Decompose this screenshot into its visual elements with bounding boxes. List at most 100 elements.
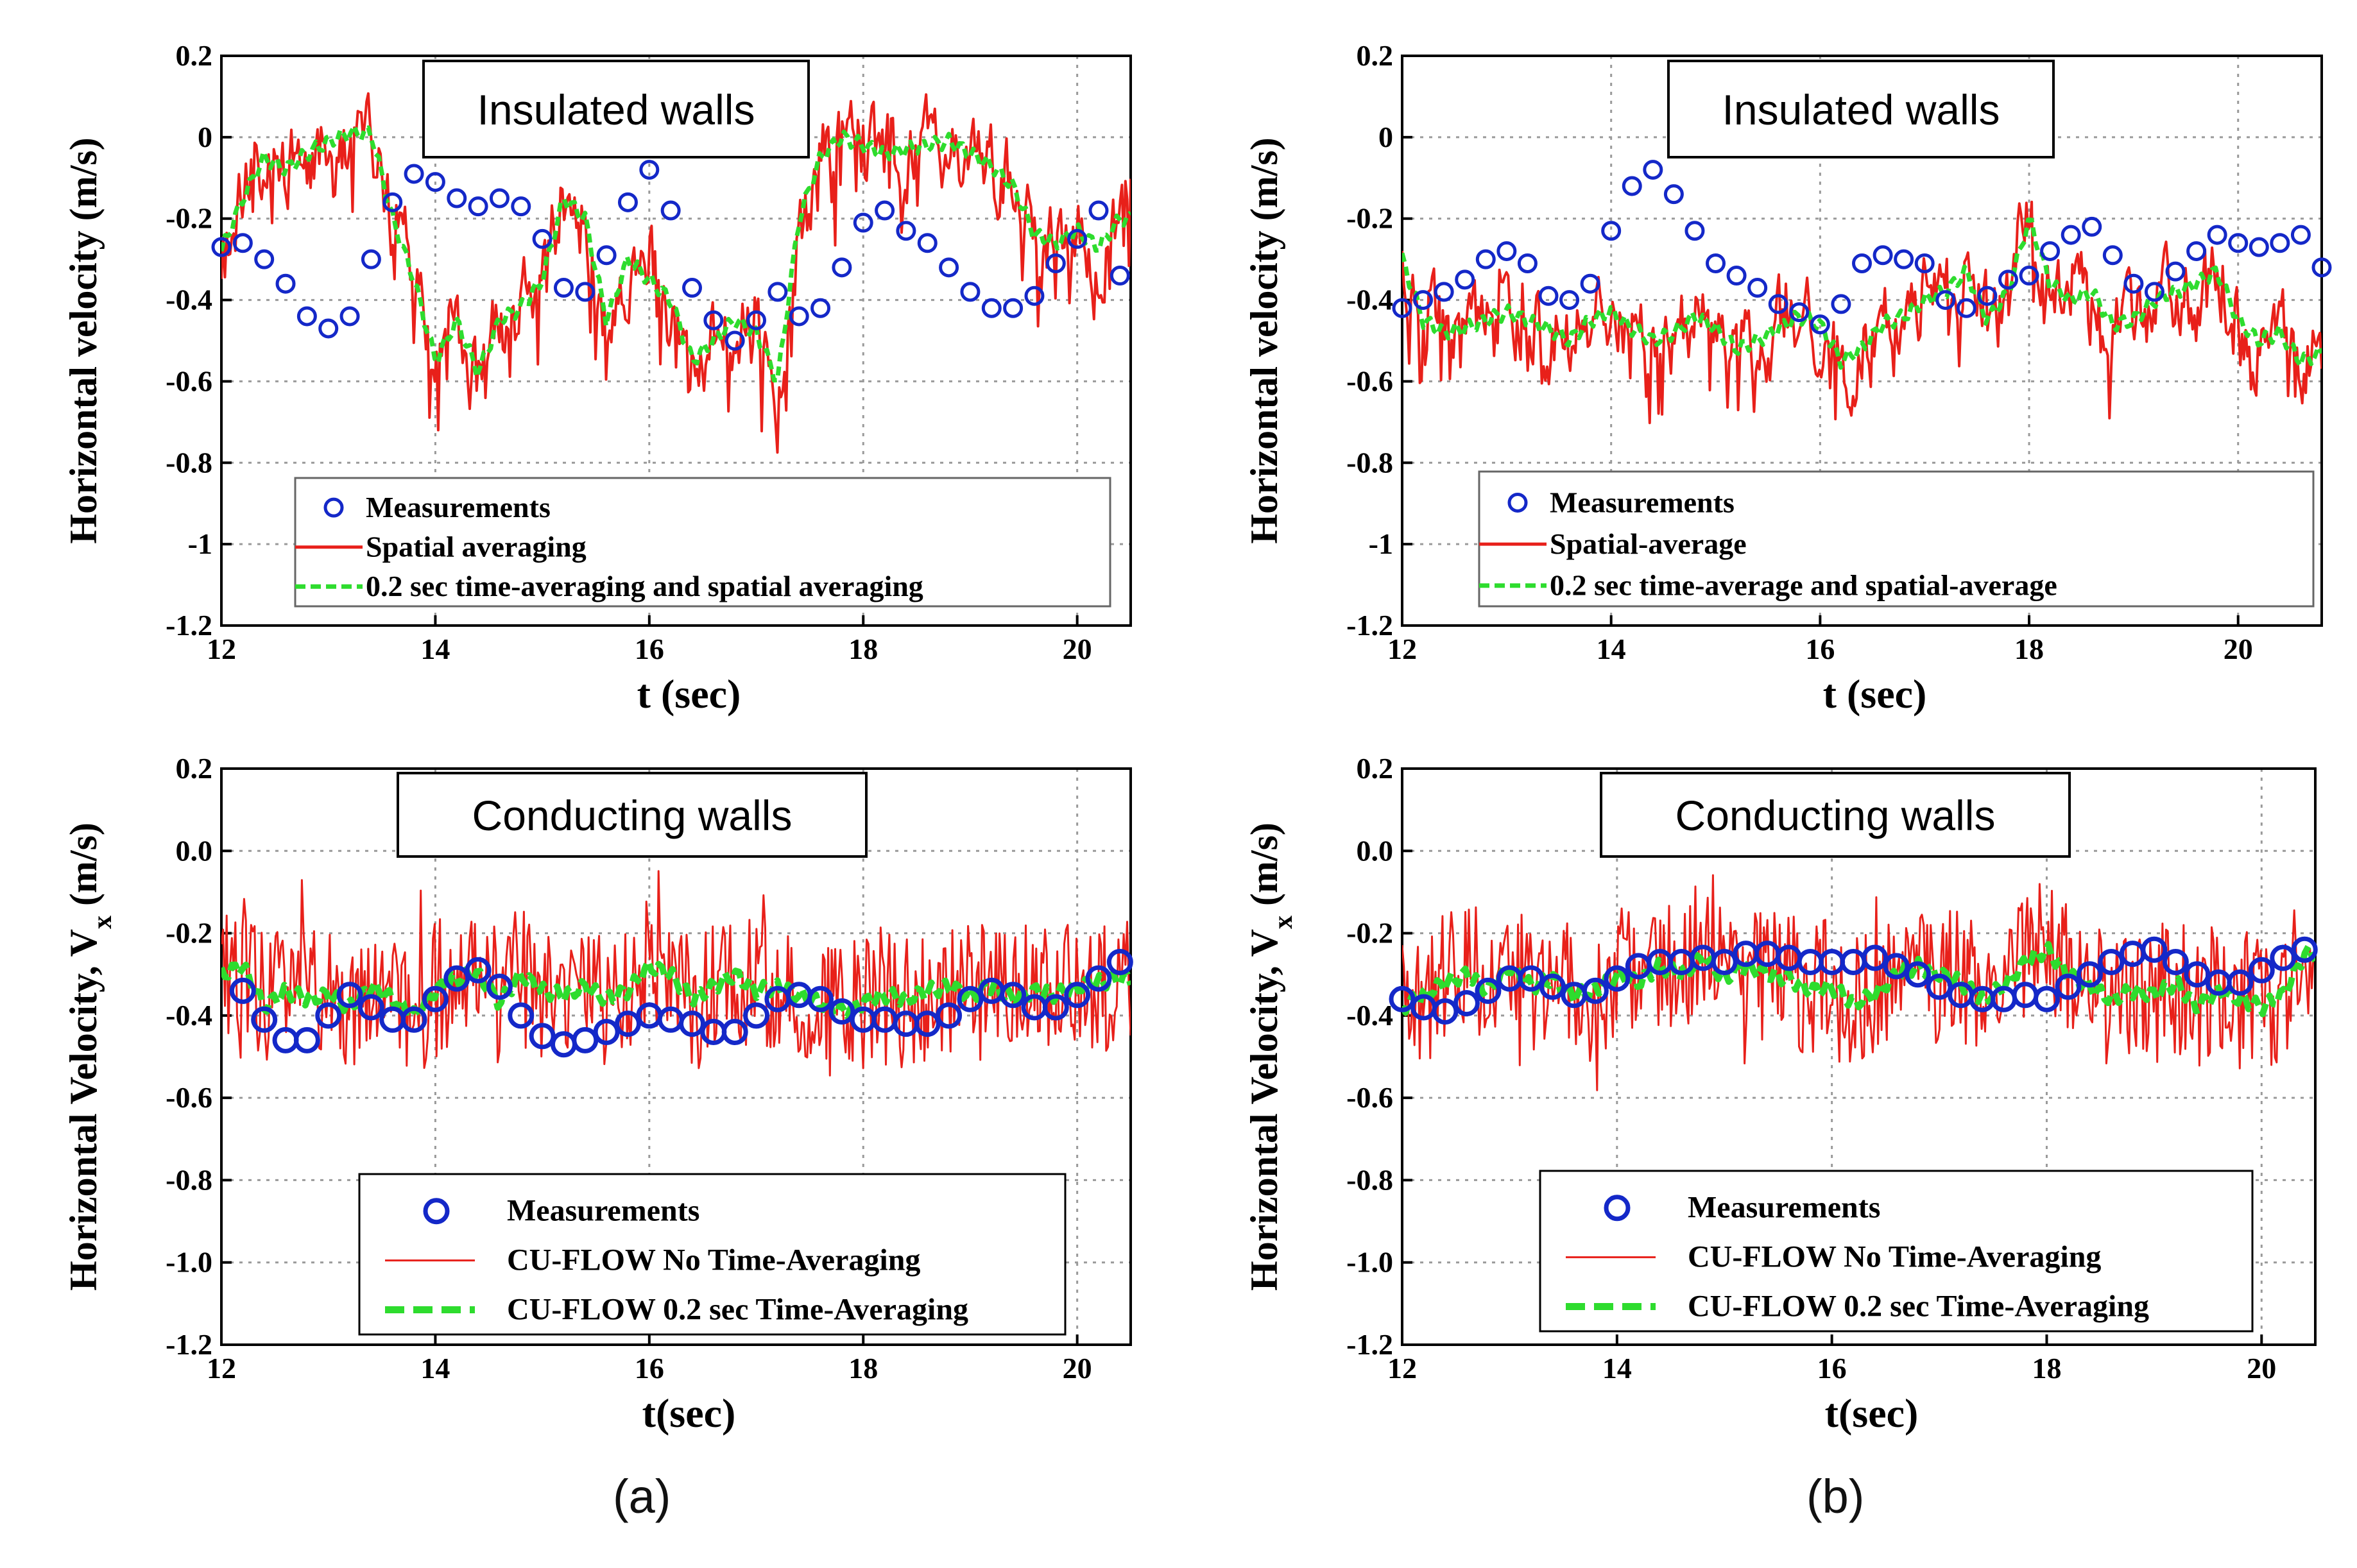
caption-b: (b) [1806,1470,1865,1523]
measurement-point [2055,973,2082,1000]
x-tick-label: 14 [1602,1352,1632,1385]
measurement-point [229,977,256,1004]
measurement-point [1711,948,1738,975]
y-tick-label: -1.2 [1346,609,1393,642]
measurement-point [1977,285,1998,306]
measurement-point [660,200,681,221]
measurement-point [1517,253,1538,273]
measurement-point [1024,285,1045,306]
y-tick-label: -0.8 [166,446,212,479]
measurement-point [810,298,831,318]
measurement-point [296,306,317,327]
measurement-point [2228,233,2249,253]
x-tick-label: 12 [1387,1352,1417,1385]
measurement-point [1622,176,1642,196]
measurement-point [1496,241,1517,261]
legend-label: CU-FLOW No Time-Averaging [1688,1240,2101,1274]
measurement-point [1747,278,1768,298]
measurement-point [1840,948,1867,975]
legend-label: Measurements [1550,486,1735,518]
x-tick-label: 18 [2014,633,2044,665]
legend-label: Measurements [366,491,551,524]
measurement-point [1862,944,1889,971]
y-tick-label: 0 [198,121,212,153]
measurement-point [875,200,895,221]
measurement-point [532,228,553,249]
measurement-point [724,330,745,351]
legend-label: Measurements [507,1194,699,1228]
measurement-point [1045,253,1066,273]
legend-label: 0.2 sec time-averaging and spatial avera… [366,570,923,602]
measurement-point [1604,965,1631,992]
y-axis-label: Horizontal velocity (m/s) [1243,137,1285,543]
measurement-point [468,196,488,217]
measurement-point [425,172,445,192]
measurement-point [2249,237,2269,257]
y-tick-label: -0.8 [1346,446,1393,479]
legend-label: Measurements [1688,1191,1880,1225]
measurement-point [639,160,660,180]
measurement-point [936,1002,963,1029]
measurement-point [1475,977,1502,1004]
measurement-point [617,192,638,212]
x-axis-label: t(sec) [642,1390,736,1436]
legend-box [294,477,1111,608]
y-tick-label: -1.2 [166,1328,212,1361]
measurement-point [1819,948,1846,975]
legend-label: CU-FLOW 0.2 sec Time-Averaging [507,1293,968,1327]
measurement-point [2248,957,2275,984]
x-tick-label: 20 [2247,1352,2276,1385]
measurement-point [1852,253,1872,273]
x-axis-label: t(sec) [1825,1390,1919,1436]
measurement-point [1106,948,1133,975]
legend-symbol-measurements [1507,492,1528,513]
measurement-point [251,1006,278,1033]
measurement-point [1894,249,1914,269]
measurement-point [1000,982,1027,1009]
plot-frame [220,55,1132,627]
measurement-point [1539,973,1566,1000]
measurement-point [1831,294,1851,314]
measurement-point [1475,249,1496,269]
measurement-point [2162,948,2189,975]
measurement-point [789,306,809,327]
measurement-point [1413,290,1434,311]
measurement-point [614,1010,641,1037]
measurement-point [2082,216,2102,237]
x-axis-label: t (sec) [637,671,741,717]
y-tick-label: -1 [188,527,212,560]
x-tick-label: 16 [1805,633,1835,665]
y-tick-label: -0.4 [166,284,212,316]
measurement-point [1455,269,1475,290]
x-tick-label: 16 [1817,1352,1847,1385]
chart-a_bottom: 12 14 16 18 20 0.2 0.0 -0.2 -0.4 -0.6 -0.8 -1.0 -1.2… [62,752,1133,1436]
measurement-point [1873,245,1893,266]
measurement-point [1580,273,1600,294]
measurement-point [2144,282,2164,302]
measurement-point [679,1010,706,1037]
y-tick-label: -0.2 [166,917,212,950]
legend-label: Spatial averaging [366,531,587,563]
measurement-point [2207,225,2227,245]
chart-title: Conducting walls [472,792,793,839]
y-tick-label: -0.6 [166,364,212,397]
y-tick-label: 0.0 [1357,834,1394,867]
measurement-point [447,188,467,209]
measurement-point [767,282,788,302]
measurement-point [1726,266,1747,286]
measurement-point [465,957,492,984]
measurement-point [2076,961,2103,988]
measurement-point [1663,184,1684,205]
y-tick-label: -0.6 [1346,364,1393,397]
y-tick-label: 0 [1378,121,1393,153]
x-tick-label: 12 [207,633,236,665]
measurement-point [721,1019,748,1046]
measurement-point [293,1027,320,1053]
measurement-point [746,310,767,330]
y-tick-label: -0.2 [1346,202,1393,235]
measurement-point [960,282,981,302]
measurement-point [404,164,424,184]
measurement-point [2102,245,2123,266]
legend-label: CU-FLOW No Time-Averaging [507,1243,920,1277]
